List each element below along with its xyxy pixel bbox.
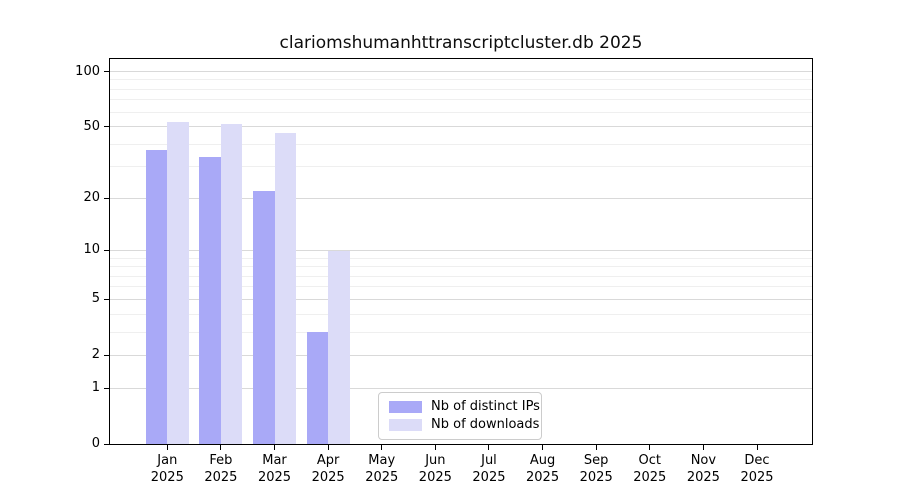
bar-nb-of-downloads-jan-2025 xyxy=(167,122,189,444)
gridline-major xyxy=(110,197,812,199)
gridline-major xyxy=(110,71,812,73)
x-axis-tick-label: Mar 2025 xyxy=(257,453,292,485)
y-axis-tick-label: 1 xyxy=(91,380,100,396)
y-axis-tick-label: 50 xyxy=(83,118,100,134)
gridline-minor xyxy=(110,79,812,81)
x-axis-tick xyxy=(434,445,436,450)
x-axis-tick xyxy=(327,445,329,450)
x-axis-tick xyxy=(274,445,276,450)
x-axis-tick-label: Apr 2025 xyxy=(311,453,345,485)
x-axis-tick-label: Sep 2025 xyxy=(579,453,613,485)
grid-layer xyxy=(110,59,812,444)
plot-area xyxy=(109,58,813,445)
gridline-major xyxy=(110,387,812,389)
gridline-minor xyxy=(110,275,812,277)
legend-item-nb-of-downloads: Nb of downloads xyxy=(389,417,539,432)
x-axis-tick-label: Oct 2025 xyxy=(633,453,667,485)
gridline-minor xyxy=(110,99,812,101)
x-axis-tick xyxy=(488,445,490,450)
x-axis-tick-label: Dec 2025 xyxy=(740,453,774,485)
gridline-minor xyxy=(110,331,812,333)
x-axis-tick xyxy=(381,445,383,450)
x-axis-tick-label: May 2025 xyxy=(365,453,399,485)
y-axis-tick-label: 5 xyxy=(91,291,100,307)
y-axis-tick-label: 20 xyxy=(83,190,100,206)
x-axis-tick-label: Nov 2025 xyxy=(686,453,720,485)
gridline-major xyxy=(110,126,812,128)
legend-swatch-nb-of-distinct-ips xyxy=(389,400,422,413)
gridline-minor xyxy=(110,266,812,268)
bar-nb-of-downloads-feb-2025 xyxy=(220,123,243,444)
bar-nb-of-distinct-ips-apr-2025 xyxy=(306,332,329,444)
x-axis-tick xyxy=(649,445,651,450)
x-axis-tick xyxy=(220,445,222,450)
bars-layer xyxy=(110,59,812,444)
gridline-minor xyxy=(110,111,812,113)
gridline-minor xyxy=(110,286,812,288)
x-axis-tick-label: Feb 2025 xyxy=(204,453,238,485)
x-axis-tick xyxy=(542,445,544,450)
legend: Nb of distinct IPs Nb of downloads xyxy=(378,392,542,440)
gridline-major xyxy=(110,298,812,300)
legend-label-nb-of-distinct-ips: Nb of distinct IPs xyxy=(431,399,540,414)
bar-nb-of-distinct-ips-mar-2025 xyxy=(253,190,275,444)
x-axis-tick xyxy=(756,445,758,450)
y-axis-tick-label: 2 xyxy=(91,347,100,363)
bar-nb-of-downloads-mar-2025 xyxy=(274,133,297,444)
gridline-minor xyxy=(110,166,812,168)
x-axis-tick-label: Jun 2025 xyxy=(418,453,452,485)
x-axis-tick xyxy=(702,445,704,450)
legend-label-nb-of-downloads: Nb of downloads xyxy=(431,417,540,432)
gridline-minor xyxy=(110,257,812,259)
bar-nb-of-distinct-ips-feb-2025 xyxy=(199,157,221,444)
bar-nb-of-downloads-apr-2025 xyxy=(328,250,350,444)
y-axis-tick-label: 0 xyxy=(91,436,100,451)
y-axis-tick-label: 10 xyxy=(83,242,100,258)
x-axis-tick xyxy=(166,445,168,450)
x-axis-tick-label: Jan 2025 xyxy=(150,453,184,485)
gridline-major xyxy=(110,249,812,251)
bar-nb-of-distinct-ips-jan-2025 xyxy=(145,150,168,444)
gridline-minor xyxy=(110,143,812,145)
legend-swatch-nb-of-downloads xyxy=(389,418,422,431)
gridline-minor xyxy=(110,88,812,90)
x-axis-tick xyxy=(595,445,597,450)
y-axis-tick-label: 100 xyxy=(75,63,100,79)
x-axis-tick-label: Aug 2025 xyxy=(526,453,560,485)
x-axis-tick-label: Jul 2025 xyxy=(472,453,506,485)
gridline-minor xyxy=(110,313,812,315)
legend-item-nb-of-distinct-ips: Nb of distinct IPs xyxy=(389,399,540,414)
chart-title: clariomshumanhttranscriptcluster.db 2025 xyxy=(279,33,643,53)
gridline-major xyxy=(110,354,812,356)
